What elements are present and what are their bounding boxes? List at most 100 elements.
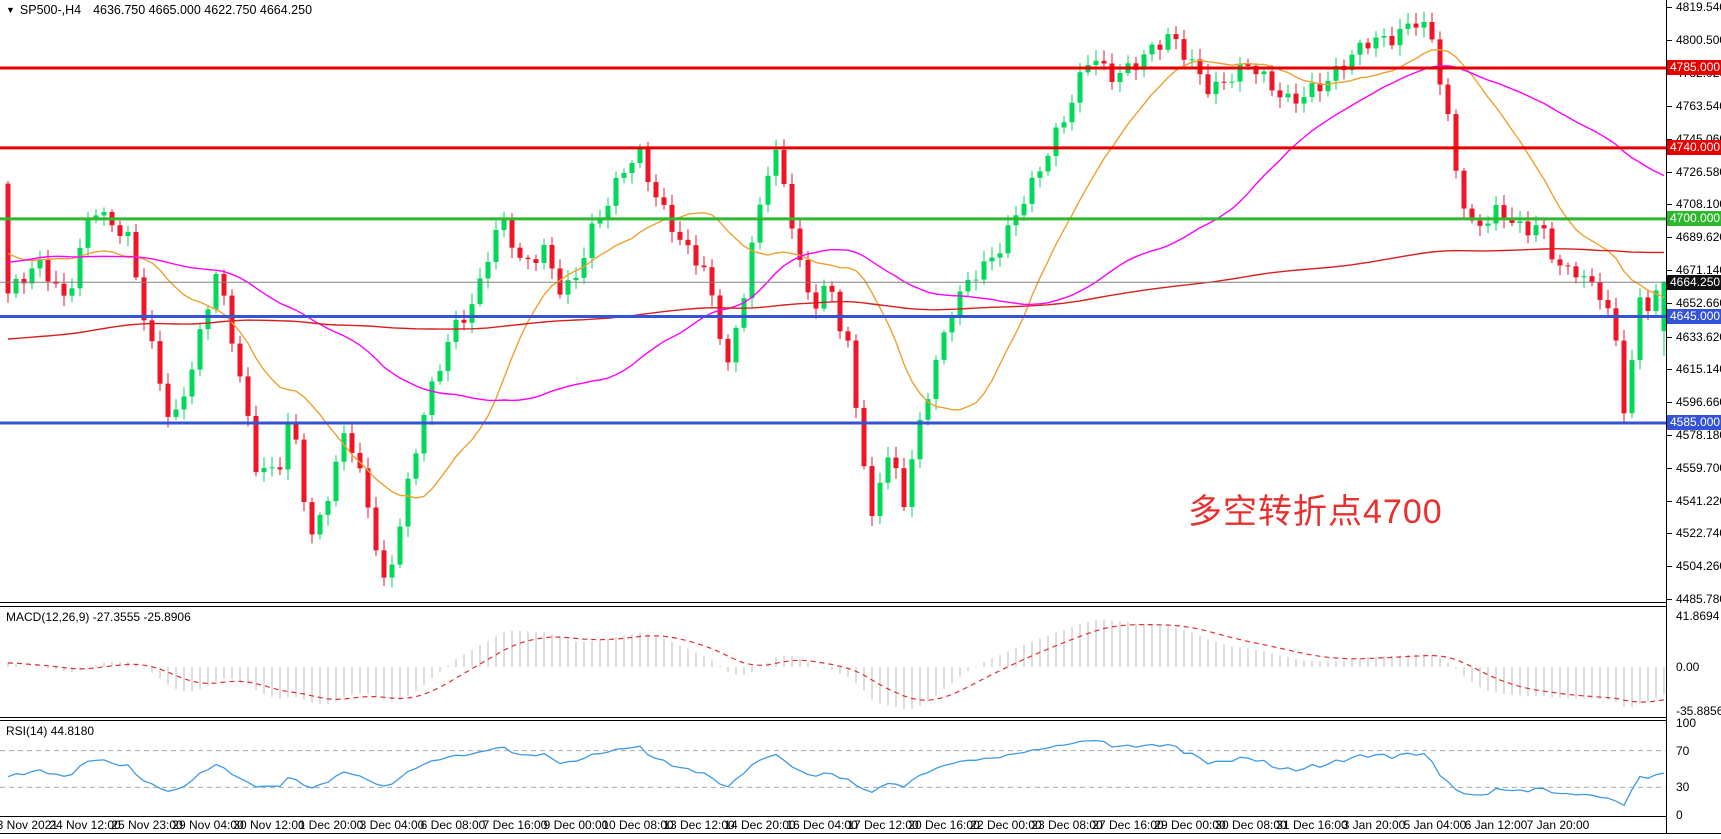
- rsi-line: [7, 739, 1665, 807]
- price-tick-label: 4763.540: [1676, 99, 1721, 113]
- rsi-axis-label: 70: [1676, 744, 1690, 758]
- rsi-indicator-label: RSI(14) 44.8180: [6, 724, 95, 738]
- time-tick-label: 6 Jan 12:00: [1464, 818, 1528, 832]
- time-tick-label: 17 Dec 12:00: [847, 818, 919, 832]
- price-level-badge: 4740.000: [1667, 140, 1721, 155]
- rsi-panel-bottom-border: [0, 816, 1721, 817]
- price-axis[interactable]: 4819.5404800.5004782.0204763.5404745.060…: [1667, 0, 1721, 833]
- time-tick-label: 3 Jan 20:00: [1342, 818, 1406, 832]
- price-tick-label: 4485.780: [1676, 592, 1721, 606]
- price-level-badge: 4645.000: [1667, 309, 1721, 324]
- axis-tick: [1667, 303, 1672, 304]
- time-tick-label: 9 Dec 00:00: [543, 818, 609, 832]
- price-tick-label: 4596.660: [1676, 395, 1721, 409]
- time-tick-label: 30 Dec 08:00: [1215, 818, 1287, 832]
- axis-tick: [1667, 369, 1672, 370]
- time-tick-label: 22 Dec 00:00: [970, 818, 1042, 832]
- axis-tick: [1667, 337, 1672, 338]
- time-tick-label: 16 Dec 04:00: [786, 818, 858, 832]
- axis-tick: [1667, 204, 1672, 205]
- rsi-panel-canvas[interactable]: [0, 721, 1666, 816]
- axis-tick: [1667, 435, 1672, 436]
- axis-tick: [1667, 237, 1672, 238]
- time-tick-label: 23 Nov 2021: [0, 818, 59, 832]
- time-tick-label: 5 Jan 04:00: [1403, 818, 1467, 832]
- time-tick-label: 27 Dec 16:00: [1092, 818, 1164, 832]
- price-macd-separator: [0, 602, 1721, 603]
- time-tick-label: 30 Nov 12:00: [233, 818, 305, 832]
- macd-panel-canvas[interactable]: [0, 607, 1666, 717]
- rsi-panel-top-border: [0, 720, 1721, 721]
- time-tick-label: 7 Dec 16:00: [482, 818, 548, 832]
- time-tick-label: 29 Dec 00:00: [1154, 818, 1226, 832]
- time-tick-label: 23 Dec 08:00: [1031, 818, 1103, 832]
- rsi-axis-label: 0: [1676, 808, 1683, 822]
- time-tick-label: 31 Dec 16:00: [1276, 818, 1348, 832]
- price-tick-label: 4541.220: [1676, 494, 1721, 508]
- axis-tick: [1667, 533, 1672, 534]
- rsi-axis-label: 30: [1676, 780, 1690, 794]
- macd-axis-label: 41.8694: [1676, 609, 1720, 623]
- price-level-badge: 4585.000: [1667, 415, 1721, 430]
- axis-tick: [1667, 172, 1672, 173]
- window-bottom-border: [0, 833, 1721, 839]
- macd-indicator-label: MACD(12,26,9) -27.3555 -25.8906: [6, 610, 191, 624]
- time-tick-label: 13 Dec 12:00: [663, 818, 735, 832]
- price-tick-label: 4671.140: [1676, 263, 1721, 277]
- price-tick-label: 4708.100: [1676, 197, 1721, 211]
- axis-tick: [1667, 106, 1672, 107]
- rsi-axis-label: 100: [1676, 716, 1697, 730]
- axis-tick: [1667, 7, 1672, 8]
- time-tick-label: 1 Dec 20:00: [298, 818, 364, 832]
- macd-panel-top-border: [0, 606, 1721, 607]
- price-level-badge: 4785.000: [1667, 60, 1721, 75]
- chart-title: ▼ SP500-,H4 4636.750 4665.000 4622.750 466…: [6, 3, 312, 17]
- price-tick-label: 4578.180: [1676, 428, 1721, 442]
- ma-mid-line: [7, 65, 1665, 402]
- macd-rsi-separator: [0, 717, 1721, 718]
- chevron-down-icon[interactable]: ▼: [6, 5, 15, 15]
- ma-slow-line: [7, 248, 1664, 340]
- price-tick-label: 4504.260: [1676, 559, 1721, 573]
- ohlc-values: 4636.750 4665.000 4622.750 4664.250: [93, 3, 313, 17]
- axis-tick: [1667, 599, 1672, 600]
- price-level-badge: 4700.000: [1667, 211, 1721, 226]
- time-tick-label: 20 Dec 16:00: [908, 818, 980, 832]
- time-tick-label: 29 Nov 04:00: [172, 818, 244, 832]
- symbol-timeframe-label: SP500-,H4: [19, 3, 82, 17]
- price-tick-label: 4652.660: [1676, 296, 1721, 310]
- time-tick-label: 10 Dec 08:00: [602, 818, 674, 832]
- axis-tick: [1667, 40, 1672, 41]
- time-tick-label: 7 Jan 20:00: [1526, 818, 1590, 832]
- price-tick-label: 4633.620: [1676, 330, 1721, 344]
- axis-tick: [1667, 139, 1672, 140]
- time-tick-label: 24 Nov 12:00: [49, 818, 121, 832]
- axis-tick: [1667, 566, 1672, 567]
- time-tick-label: 14 Dec 20:00: [724, 818, 796, 832]
- current-price-badge: 4664.250: [1667, 275, 1721, 290]
- time-tick-label: 25 Nov 23:00: [111, 818, 183, 832]
- axis-tick: [1667, 468, 1672, 469]
- price-tick-label: 4615.140: [1676, 362, 1721, 376]
- time-tick-label: 6 Dec 08:00: [420, 818, 486, 832]
- macd-axis-label: -35.8856: [1676, 704, 1721, 718]
- macd-histogram: [7, 619, 1665, 710]
- axis-tick: [1667, 501, 1672, 502]
- price-tick-label: 4726.580: [1676, 165, 1721, 179]
- axis-separator: [1666, 0, 1667, 833]
- ma-fast-line: [7, 49, 1665, 499]
- price-tick-label: 4689.620: [1676, 230, 1721, 244]
- price-tick-label: 4522.740: [1676, 526, 1721, 540]
- chart-annotation[interactable]: 多空转折点4700: [1188, 493, 1443, 531]
- price-chart-canvas[interactable]: [0, 0, 1666, 602]
- time-tick-label: 3 Dec 04:00: [359, 818, 425, 832]
- price-tick-label: 4800.500: [1676, 33, 1721, 47]
- macd-signal-line: [7, 624, 1665, 703]
- axis-tick: [1667, 402, 1672, 403]
- price-tick-label: 4819.540: [1676, 0, 1721, 14]
- price-tick-label: 4559.700: [1676, 461, 1721, 475]
- macd-axis-label: 0.00: [1676, 660, 1700, 674]
- axis-tick: [1667, 270, 1672, 271]
